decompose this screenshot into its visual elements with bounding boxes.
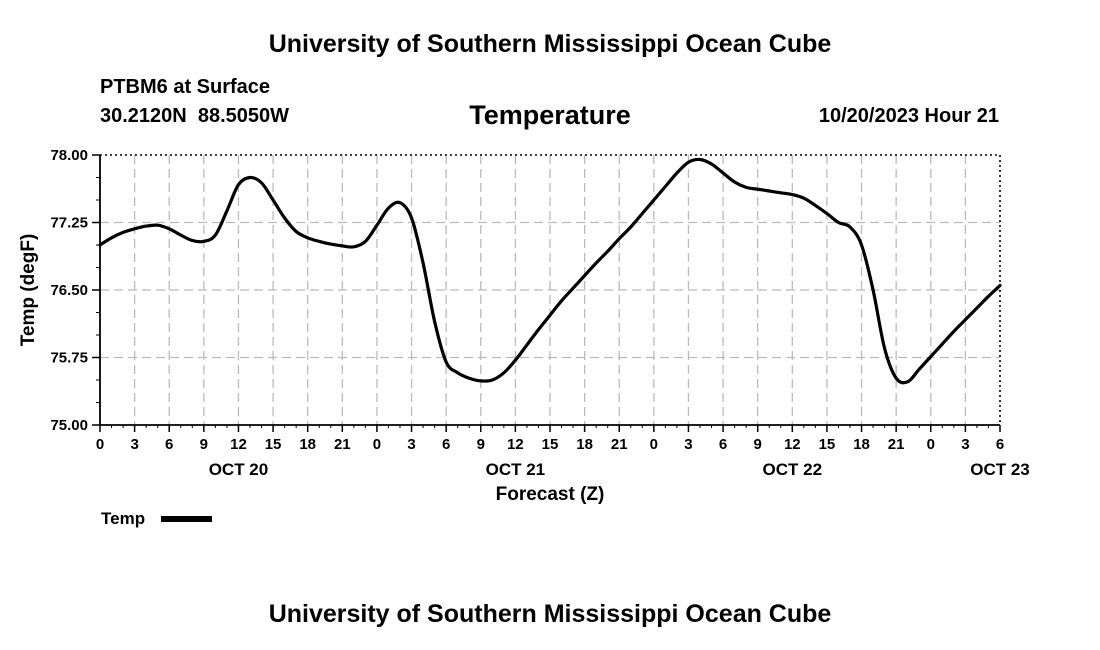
x-tick-label: 3 [684,436,692,453]
x-tick-label: 3 [130,436,138,453]
x-tick-label: 0 [96,436,104,453]
forecast-datetime: 10/20/2023 Hour 21 [818,105,999,127]
x-tick-label: 3 [961,436,969,453]
chart-org-title: University of Southern Mississippi Ocean… [268,30,832,58]
footer-org-title: University of Southern Mississippi Ocean… [268,600,832,628]
x-tick-label: 21 [334,436,351,453]
x-tick-label: 0 [373,436,381,453]
legend-label: Temp [101,509,146,528]
coordinates-label: 30.2120N 88.5050W [100,105,290,127]
day-label: OCT 22 [763,460,823,479]
day-label: OCT 20 [209,460,269,479]
y-tick-label: 75.75 [50,350,88,367]
x-tick-label: 12 [784,436,801,453]
x-tick-label: 15 [819,436,836,453]
series-layer [98,157,1002,385]
y-tick-label: 76.50 [50,282,88,299]
x-tick-label: 21 [611,436,628,453]
parameter-title: Temperature [469,100,631,130]
x-tick-label: 0 [927,436,935,453]
x-tick-label: 21 [888,436,905,453]
y-axis-title: Temp (degF) [18,234,39,347]
x-tick-label: 6 [165,436,173,453]
x-tick-label: 0 [650,436,658,453]
y-tick-label: 78.00 [50,147,88,164]
x-tick-label: 9 [754,436,762,453]
axis-layer: 75.00 75.75 76.50 77.25 78.00 0 3 6 9 12 15 18 21 0 3 6… [50,147,1029,479]
x-tick-label: 9 [477,436,485,453]
x-tick-label: 18 [299,436,316,453]
station-label: PTBM6 at Surface [100,76,271,98]
x-tick-label: 6 [719,436,727,453]
x-tick-label: 6 [442,436,450,453]
x-tick-label: 18 [576,436,593,453]
day-label: OCT 21 [486,460,546,479]
grid-layer [100,155,1000,425]
series-line-temp [98,157,1002,385]
y-tick-label: 75.00 [50,417,88,434]
day-label: OCT 23 [970,460,1030,479]
x-tick-label: 6 [996,436,1004,453]
legend-swatch [161,516,212,522]
x-tick-label: 3 [407,436,415,453]
x-axis-title: Forecast (Z) [496,484,605,505]
x-tick-label: 15 [265,436,282,453]
x-tick-label: 18 [853,436,870,453]
y-tick-label: 77.25 [50,215,88,232]
x-tick-label: 12 [507,436,524,453]
x-tick-label: 15 [542,436,559,453]
x-tick-label: 12 [230,436,247,453]
x-tick-label: 9 [200,436,208,453]
